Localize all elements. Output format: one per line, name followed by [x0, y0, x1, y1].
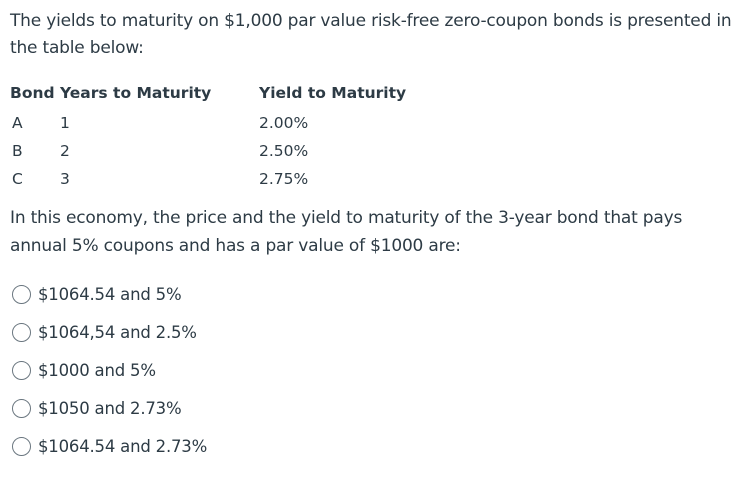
answer-option-label: $1000 and 5%	[38, 361, 156, 380]
answer-option[interactable]: $1000 and 5%	[12, 361, 156, 380]
answer-option-label: $1064.54 and 5%	[38, 285, 182, 304]
cell-yield: 2.75%	[259, 170, 309, 188]
header-bond-years: Bond Years to Maturity	[10, 84, 212, 102]
answer-option[interactable]: $1064.54 and 2.73%	[12, 437, 207, 456]
cell-years: 2	[60, 142, 70, 160]
answer-option-label: $1064,54 and 2.5%	[38, 323, 197, 342]
answer-option[interactable]: $1064,54 and 2.5%	[12, 323, 197, 342]
radio-button[interactable]	[12, 323, 31, 342]
cell-yield: 2.00%	[259, 114, 309, 132]
answer-option[interactable]: $1050 and 2.73%	[12, 399, 182, 418]
cell-years: 3	[60, 170, 70, 188]
radio-button[interactable]	[12, 361, 31, 380]
cell-bond: B	[12, 142, 23, 160]
cell-yield: 2.50%	[259, 142, 309, 160]
radio-button[interactable]	[12, 285, 31, 304]
answer-option-label: $1050 and 2.73%	[38, 399, 182, 418]
header-yield: Yield to Maturity	[259, 84, 407, 102]
radio-button[interactable]	[12, 399, 31, 418]
cell-years: 1	[60, 114, 70, 132]
question-prompt: In this economy, the price and the yield…	[10, 208, 683, 256]
cell-bond: C	[12, 170, 23, 188]
radio-button[interactable]	[12, 437, 31, 456]
question-intro: The yields to maturity on $1,000 par val…	[10, 11, 732, 58]
answer-option-label: $1064.54 and 2.73%	[38, 437, 208, 456]
answer-option[interactable]: $1064.54 and 5%	[12, 285, 182, 304]
cell-bond: A	[12, 114, 23, 132]
